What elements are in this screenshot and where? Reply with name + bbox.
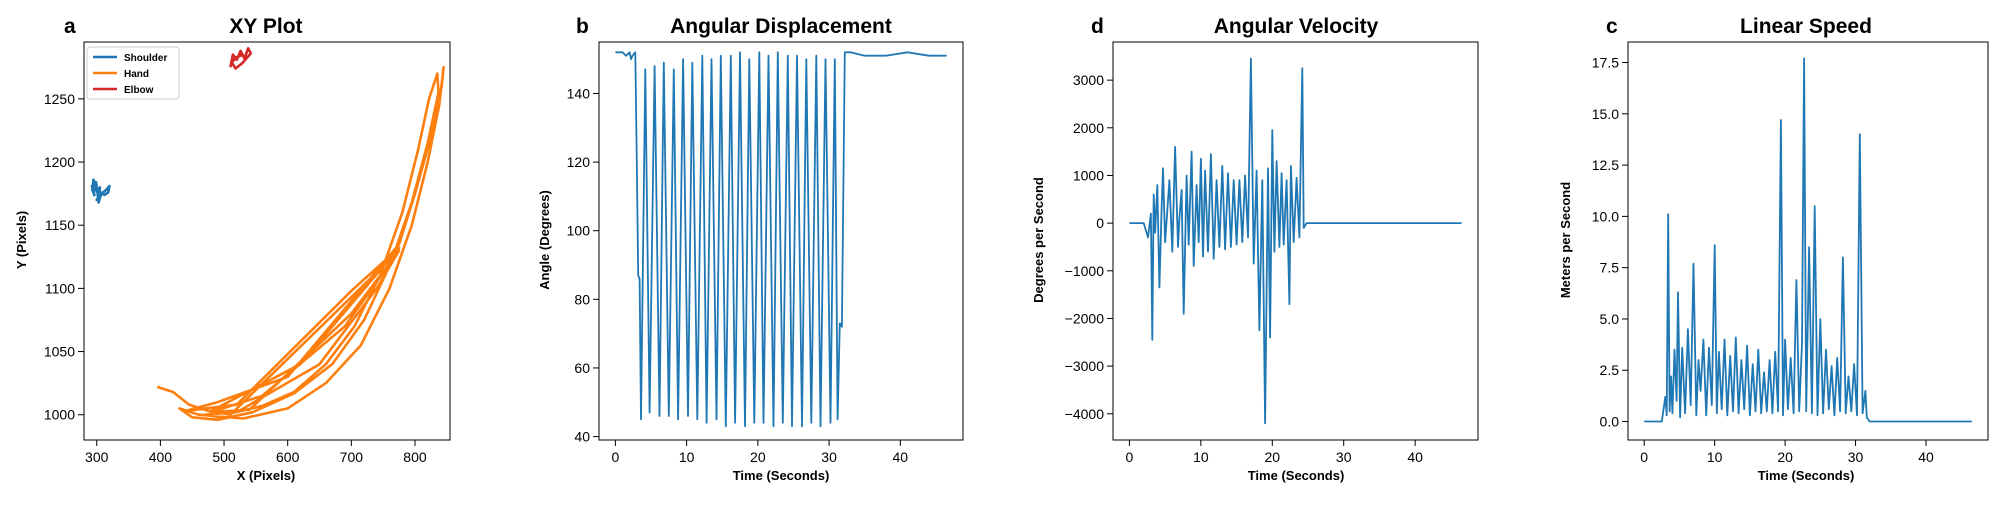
x-tick-label: 600: [276, 449, 300, 465]
chart-title: Angular Velocity: [1214, 15, 1379, 38]
y-tick-label: 2.5: [1600, 362, 1620, 378]
y-tick-label: 5.0: [1600, 311, 1620, 327]
panel-xy-plot: a XY Plot X (Pixels) Y (Pixels) Shoulder…: [14, 15, 451, 483]
series-line-series-0: [615, 51, 947, 428]
y-axis-label: Meters per Second: [1558, 182, 1573, 298]
x-tick-label: 10: [1707, 449, 1723, 465]
panel-angular-velocity: d Angular Velocity Time (Seconds) Degree…: [1031, 15, 1479, 483]
plot-frame: [598, 41, 964, 441]
y-tick-label: 1000: [44, 407, 75, 423]
x-tick-label: 40: [893, 449, 909, 465]
y-tick-label: 1100: [45, 280, 75, 296]
chart-title: XY Plot: [229, 15, 302, 38]
plot-frame: [1112, 41, 1479, 441]
x-tick-label: 700: [340, 449, 364, 465]
panel-angular-displacement: b Angular Displacement Time (Seconds) An…: [537, 15, 964, 483]
panel-letter: d: [1091, 15, 1104, 38]
legend-box: [86, 46, 180, 100]
y-tick-label: 15.0: [1592, 106, 1619, 122]
y-tick-label: 1000: [1073, 167, 1104, 183]
y-tick-label: 60: [574, 360, 590, 376]
x-tick-label: 400: [149, 449, 173, 465]
x-tick-label: 20: [1264, 449, 1280, 465]
legend-label-hand: Hand: [124, 69, 149, 80]
y-tick-label: 140: [567, 85, 591, 101]
y-tick-label: 100: [567, 223, 591, 239]
y-tick-label: 3000: [1073, 72, 1104, 88]
panel-letter: a: [64, 15, 76, 38]
panel-linear-speed: c Linear Speed Time (Seconds) Meters per…: [1558, 15, 1989, 483]
chart-title: Angular Displacement: [670, 15, 892, 38]
x-tick-label: 10: [679, 449, 695, 465]
x-tick-label: 500: [212, 449, 236, 465]
x-tick-label: 20: [750, 449, 766, 465]
x-axis-label: Time (Seconds): [1248, 468, 1345, 483]
y-tick-label: 0.0: [1600, 414, 1620, 430]
series-line-series-0: [1129, 57, 1462, 425]
legend-label-elbow: Elbow: [124, 85, 154, 96]
y-tick-label: 12.5: [1592, 157, 1619, 173]
x-axis-label: Time (Seconds): [1758, 468, 1855, 483]
y-tick-label: 120: [567, 154, 591, 170]
y-tick-label: 17.5: [1592, 55, 1619, 71]
plot-frame: [1627, 41, 1989, 441]
y-tick-label: 1050: [44, 344, 75, 360]
series-line-hand: [156, 66, 445, 422]
panel-letter: c: [1606, 15, 1618, 38]
y-tick-label: −3000: [1065, 358, 1105, 374]
x-tick-label: 300: [85, 449, 109, 465]
y-axis-label: Degrees per Second: [1031, 177, 1046, 303]
legend: Shoulder Hand Elbow: [86, 46, 180, 100]
x-axis-label: X (Pixels): [237, 468, 296, 483]
series-line-shoulder: [90, 178, 111, 204]
y-tick-label: 0: [1096, 215, 1104, 231]
y-tick-label: 1150: [45, 217, 75, 233]
y-tick-label: 80: [574, 291, 590, 307]
x-tick-label: 30: [1336, 449, 1352, 465]
x-tick-label: 0: [611, 449, 619, 465]
x-tick-label: 0: [1640, 449, 1648, 465]
x-tick-label: 30: [1848, 449, 1864, 465]
x-tick-label: 40: [1918, 449, 1934, 465]
series-line-elbow: [229, 46, 253, 70]
y-tick-label: −2000: [1065, 310, 1105, 326]
legend-label-shoulder: Shoulder: [124, 53, 167, 64]
y-tick-label: 40: [574, 429, 590, 445]
x-tick-label: 20: [1777, 449, 1793, 465]
y-tick-label: 2000: [1073, 120, 1104, 136]
plot-frame: [83, 41, 451, 441]
y-tick-label: 1250: [44, 91, 75, 107]
x-tick-label: 800: [403, 449, 427, 465]
y-tick-label: 7.5: [1600, 260, 1620, 276]
x-tick-label: 30: [821, 449, 837, 465]
y-tick-label: −4000: [1065, 406, 1105, 422]
x-tick-label: 0: [1126, 449, 1134, 465]
y-tick-label: 10.0: [1592, 208, 1619, 224]
panel-letter: b: [576, 15, 589, 38]
y-tick-label: 1200: [44, 154, 75, 170]
x-tick-label: 10: [1193, 449, 1209, 465]
y-tick-label: −1000: [1065, 263, 1105, 279]
chart-title: Linear Speed: [1740, 15, 1872, 38]
x-axis-label: Time (Seconds): [733, 468, 830, 483]
series-line-series-0: [1644, 57, 1972, 423]
y-axis-label: Y (Pixels): [14, 211, 29, 269]
y-axis-label: Angle (Degrees): [537, 190, 552, 290]
x-tick-label: 40: [1407, 449, 1423, 465]
